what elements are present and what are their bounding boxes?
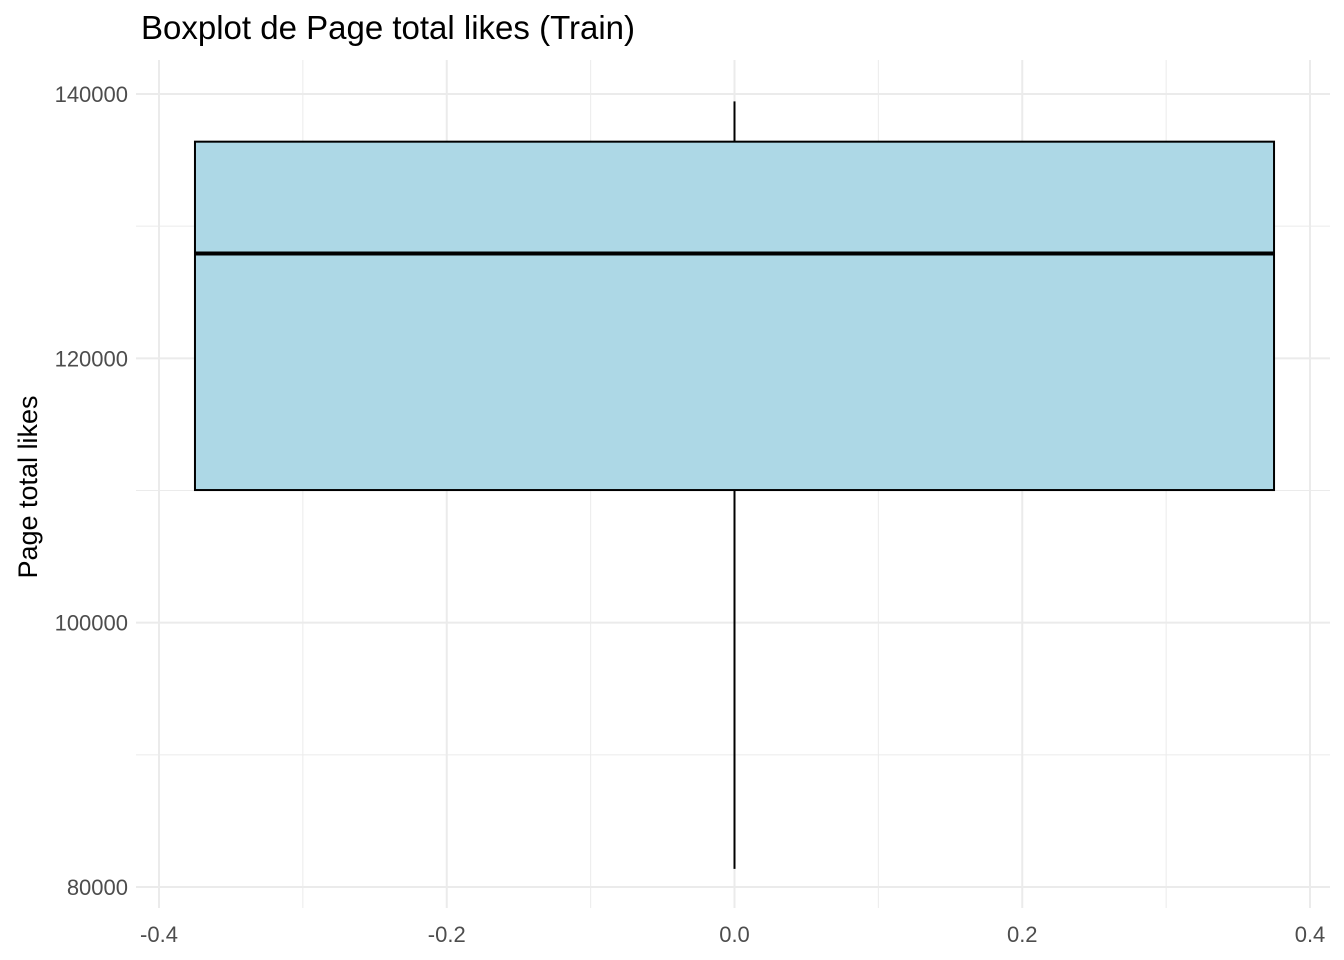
x-tick-label: 0.4	[1295, 922, 1326, 947]
y-tick-label: 120000	[55, 346, 128, 371]
box-layer	[193, 101, 1276, 869]
x-tick-label: -0.4	[140, 922, 178, 947]
x-tick-label: 0.2	[1007, 922, 1038, 947]
x-tick-label: 0.0	[719, 922, 750, 947]
y-tick-label: 100000	[55, 611, 128, 636]
y-tick-label: 140000	[55, 82, 128, 107]
box-iqr	[193, 140, 1276, 492]
x-tick-label: -0.2	[428, 922, 466, 947]
chart-title: Boxplot de Page total likes (Train)	[141, 9, 636, 46]
y-axis-title: Page total likes	[13, 395, 43, 578]
y-tick-label: 80000	[67, 875, 128, 900]
y-tick-labels: 80000 100000 120000 140000	[55, 82, 128, 900]
x-tick-labels: -0.4 -0.2 0.0 0.2 0.4	[140, 922, 1325, 947]
